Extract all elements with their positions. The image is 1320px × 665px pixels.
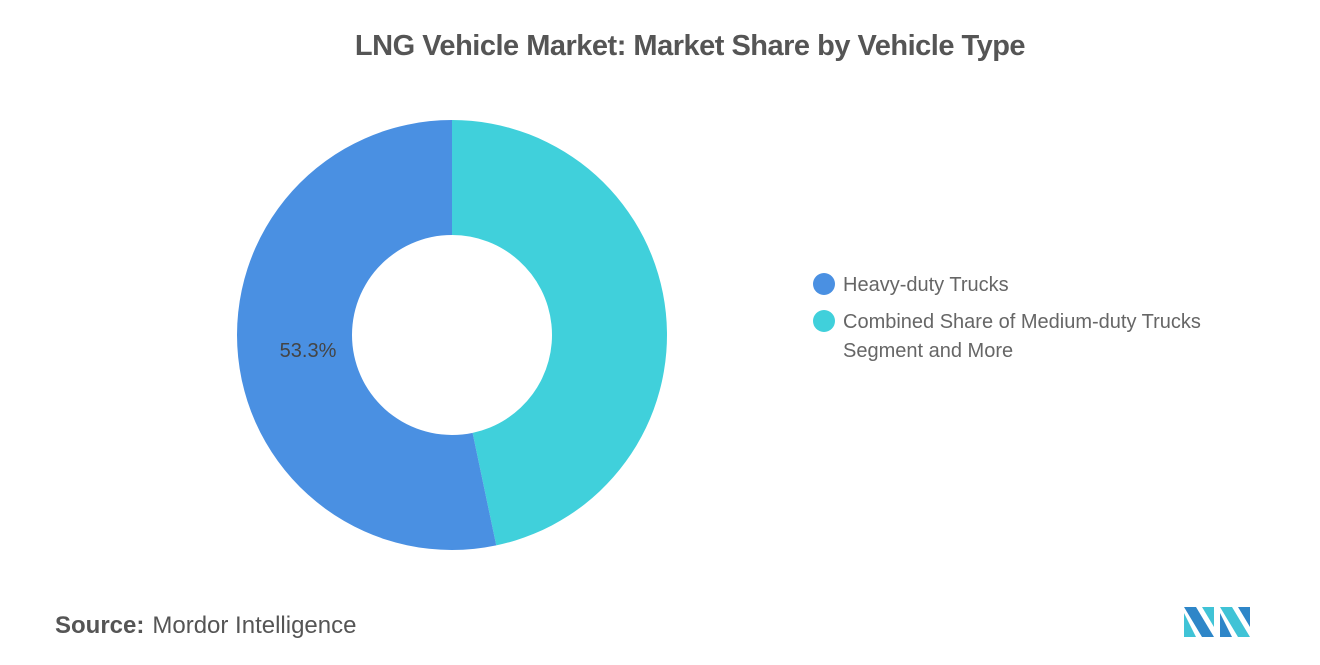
slice-0 [236,120,497,550]
chart-title: LNG Vehicle Market: Market Share by Vehi… [354,30,1026,62]
data-label: 53.3% [280,340,337,362]
legend-swatch [813,273,835,295]
legend: Heavy-duty Trucks Combined Share of Medi… [813,271,1263,374]
slice-1 [452,120,667,546]
source-label: Source: [55,612,145,639]
legend-swatch [813,310,835,332]
legend-label: Combined Share of Medium-duty Trucks Seg… [843,311,1201,362]
source-value: Mordor Intelligence [152,612,357,639]
legend-item-heavy: Heavy-duty Trucks [813,271,1263,300]
legend-item-medium: Combined Share of Medium-duty Trucks Seg… [813,308,1263,366]
mordor-logo [1184,607,1250,637]
legend-label: Heavy-duty Trucks [843,274,1009,296]
source: Source: Mordor Intelligence [55,612,356,640]
